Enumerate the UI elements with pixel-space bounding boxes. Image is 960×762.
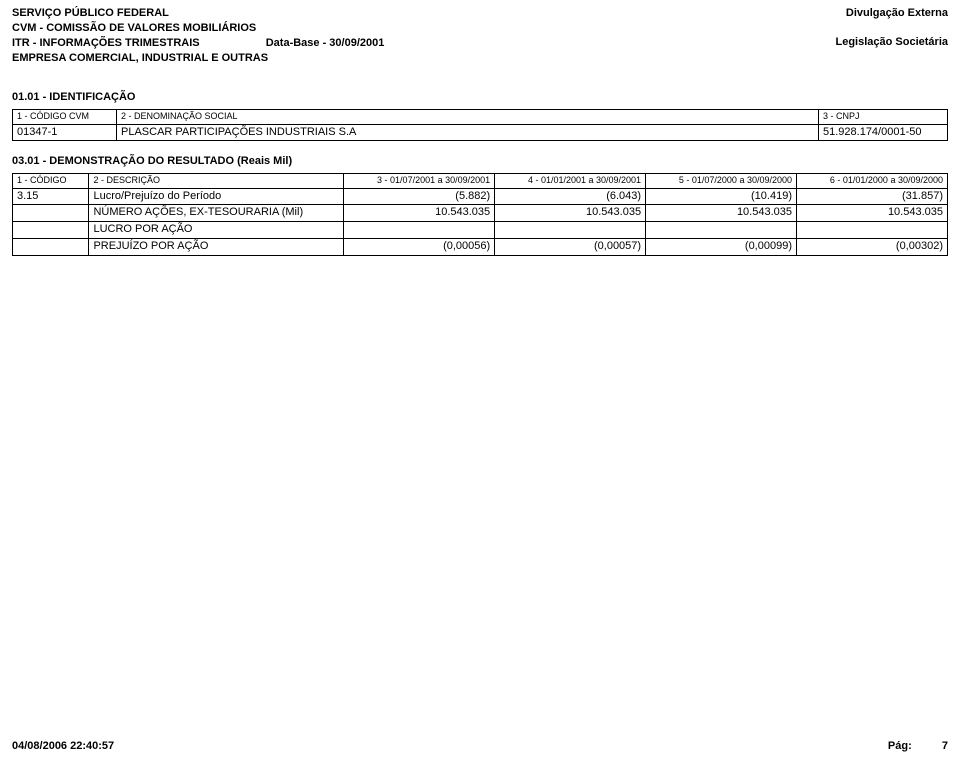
header-database: Data-Base - 30/09/2001 [266,37,385,49]
cell-desc: NÚMERO AÇÕES, EX-TESOURARIA (Mil) [89,205,344,222]
header-left: SERVIÇO PÚBLICO FEDERAL CVM - COMISSÃO D… [12,6,384,65]
cell-value: (0,00057) [495,238,646,255]
cell-value [797,222,948,239]
id-col1-header: 1 - CÓDIGO CVM [13,110,117,124]
cell-value [344,222,495,239]
header-right-line1: Divulgação Externa [836,6,949,21]
cell-code [13,238,89,255]
header-line2: CVM - COMISSÃO DE VALORES MOBILIÁRIOS [12,21,384,36]
page-header: SERVIÇO PÚBLICO FEDERAL CVM - COMISSÃO D… [12,6,948,65]
cell-value: 10.543.035 [495,205,646,222]
section-result-title: 03.01 - DEMONSTRAÇÃO DO RESULTADO (Reais… [12,155,948,167]
cell-value: (31.857) [797,188,948,205]
cell-desc: Lucro/Prejuízo do Período [89,188,344,205]
id-col3-header: 3 - CNPJ [819,110,948,124]
section-identification-title: 01.01 - IDENTIFICAÇÃO [12,91,948,103]
footer-page-number: 7 [942,740,948,752]
cell-code: 3.15 [13,188,89,205]
cell-desc: PREJUÍZO POR AÇÃO [89,238,344,255]
cell-value: (6.043) [495,188,646,205]
page: SERVIÇO PÚBLICO FEDERAL CVM - COMISSÃO D… [0,0,960,762]
cell-value: (0,00056) [344,238,495,255]
id-col3-value: 51.928.174/0001-50 [819,124,948,141]
result-col-code: 1 - CÓDIGO [13,174,89,188]
cell-code [13,205,89,222]
header-line4: EMPRESA COMERCIAL, INDUSTRIAL E OUTRAS [12,51,384,66]
cell-code [13,222,89,239]
result-table: 1 - CÓDIGO 2 - DESCRIÇÃO 3 - 01/07/2001 … [12,173,948,255]
identification-table: 1 - CÓDIGO CVM 2 - DENOMINAÇÃO SOCIAL 3 … [12,109,948,141]
table-row: 3.15 Lucro/Prejuízo do Período (5.882) (… [13,188,948,205]
cell-value: (0,00302) [797,238,948,255]
cell-value: (0,00099) [646,238,797,255]
cell-desc: LUCRO POR AÇÃO [89,222,344,239]
table-row: 1 - CÓDIGO 2 - DESCRIÇÃO 3 - 01/07/2001 … [13,174,948,188]
table-row: PREJUÍZO POR AÇÃO (0,00056) (0,00057) (0… [13,238,948,255]
id-col2-header: 2 - DENOMINAÇÃO SOCIAL [117,110,819,124]
result-col-6: 6 - 01/01/2000 a 30/09/2000 [797,174,948,188]
table-row: 1 - CÓDIGO CVM 2 - DENOMINAÇÃO SOCIAL 3 … [13,110,948,124]
page-footer: 04/08/2006 22:40:57 Pág: 7 [12,740,948,752]
footer-page-label: Pág: [888,740,912,752]
table-row: LUCRO POR AÇÃO [13,222,948,239]
result-col-4: 4 - 01/01/2001 a 30/09/2001 [495,174,646,188]
cell-value: (10.419) [646,188,797,205]
id-col2-value: PLASCAR PARTICIPAÇÕES INDUSTRIAIS S.A [117,124,819,141]
result-col-desc: 2 - DESCRIÇÃO [89,174,344,188]
cell-value: 10.543.035 [646,205,797,222]
result-col-5: 5 - 01/07/2000 a 30/09/2000 [646,174,797,188]
id-col1-value: 01347-1 [13,124,117,141]
cell-value [646,222,797,239]
header-right: Divulgação Externa Legislação Societária [836,6,949,50]
cell-value: 10.543.035 [797,205,948,222]
cell-value [495,222,646,239]
table-row: NÚMERO AÇÕES, EX-TESOURARIA (Mil) 10.543… [13,205,948,222]
header-line1: SERVIÇO PÚBLICO FEDERAL [12,6,384,21]
footer-page: Pág: 7 [888,740,948,752]
header-right-line2: Legislação Societária [836,35,949,50]
cell-value: 10.543.035 [344,205,495,222]
header-line3: ITR - INFORMAÇÕES TRIMESTRAIS Data-Base … [12,36,384,51]
header-line3-left: ITR - INFORMAÇÕES TRIMESTRAIS [12,37,200,49]
table-row: 01347-1 PLASCAR PARTICIPAÇÕES INDUSTRIAI… [13,124,948,141]
cell-value: (5.882) [344,188,495,205]
result-col-3: 3 - 01/07/2001 a 30/09/2001 [344,174,495,188]
footer-timestamp: 04/08/2006 22:40:57 [12,740,114,752]
